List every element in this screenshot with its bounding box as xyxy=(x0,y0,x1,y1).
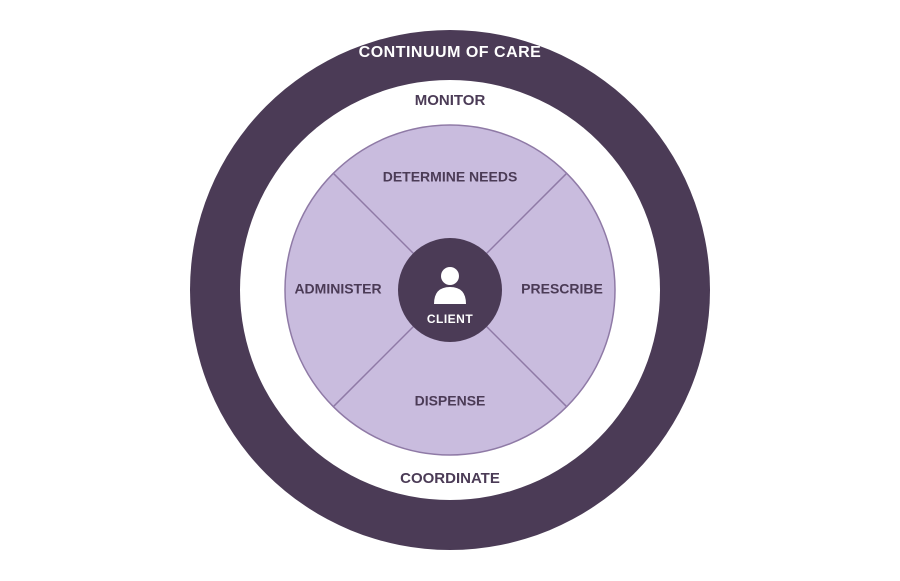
quadrant-label-bottom: DISPENSE xyxy=(415,393,486,409)
quadrant-label-right: PRESCRIBE xyxy=(521,281,603,297)
outer-label: CONTINUUM OF CARE xyxy=(359,44,542,61)
middle-label-bottom: COORDINATE xyxy=(400,470,500,487)
diagram-stage: CLIENT DETERMINE NEEDS PRESCRIBE DISPENSE AD… xyxy=(0,0,900,581)
quadrant-label-left: ADMINISTER xyxy=(294,281,381,297)
continuum-diagram: CLIENT DETERMINE NEEDS PRESCRIBE DISPENSE AD… xyxy=(0,0,900,581)
middle-label-top: MONITOR xyxy=(415,92,486,109)
core-label: CLIENT xyxy=(427,312,474,326)
quadrant-label-top: DETERMINE NEEDS xyxy=(383,169,518,185)
